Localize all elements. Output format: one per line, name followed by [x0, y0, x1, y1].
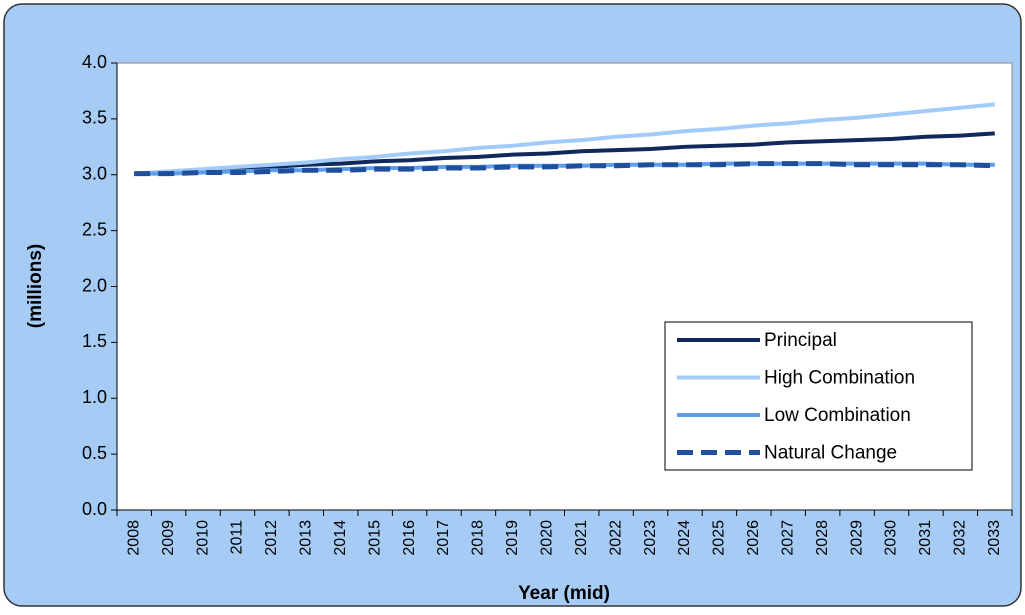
x-tick-label: 2023: [642, 520, 659, 556]
y-tick-label: 1.0: [82, 387, 107, 407]
x-tick-label: 2010: [194, 520, 211, 556]
x-tick-label: 2018: [470, 520, 487, 556]
legend-label: High Combination: [764, 368, 915, 389]
x-tick-label: 2026: [745, 520, 762, 556]
x-tick-label: 2012: [263, 520, 280, 556]
series-line: [134, 161, 995, 176]
x-axis-title: Year (mid): [518, 583, 610, 604]
x-tick-label: 2027: [779, 520, 796, 556]
x-tick-label: 2011: [229, 520, 246, 555]
y-axis-title: (millions): [25, 244, 46, 328]
legend-box: [664, 321, 973, 471]
x-tick-label: 2016: [401, 520, 418, 556]
y-tick-label: 2.0: [82, 275, 107, 295]
x-tick-label: 2024: [676, 520, 693, 556]
legend-label: Principal: [764, 330, 837, 351]
y-tick-label: 0.0: [82, 499, 107, 519]
x-tick-label: 2013: [298, 520, 315, 556]
x-tick-label: 2015: [366, 520, 383, 556]
x-tick-label: 2022: [607, 520, 624, 556]
y-tick-label: 0.5: [82, 443, 107, 463]
series-line: [134, 131, 995, 176]
x-tick-label: 2032: [952, 520, 969, 556]
x-tick-label: 2019: [504, 520, 521, 556]
x-tick-label: 2009: [160, 520, 177, 556]
x-tick-label: 2029: [848, 520, 865, 556]
x-tick-label: 2020: [539, 520, 556, 556]
x-tick-label: 2030: [883, 520, 900, 556]
legend-label: Natural Change: [764, 443, 897, 464]
y-tick-label: 3.0: [82, 164, 107, 184]
x-tick-label: 2025: [711, 520, 728, 556]
x-tick-label: 2014: [332, 520, 349, 556]
x-tick-label: 2033: [986, 520, 1003, 556]
y-tick-label: 2.5: [82, 219, 107, 239]
y-tick-label: 3.5: [82, 108, 107, 128]
y-tick-label: 4.0: [82, 52, 107, 72]
x-tick-label: 2021: [573, 520, 590, 556]
legend-label: Low Combination: [764, 405, 911, 426]
y-tick-label: 1.5: [82, 331, 107, 351]
x-tick-label: 2028: [814, 520, 831, 556]
x-tick-label: 2008: [125, 520, 142, 556]
series-line: [134, 102, 995, 176]
x-tick-label: 2031: [917, 520, 934, 556]
x-tick-label: 2017: [435, 520, 452, 556]
